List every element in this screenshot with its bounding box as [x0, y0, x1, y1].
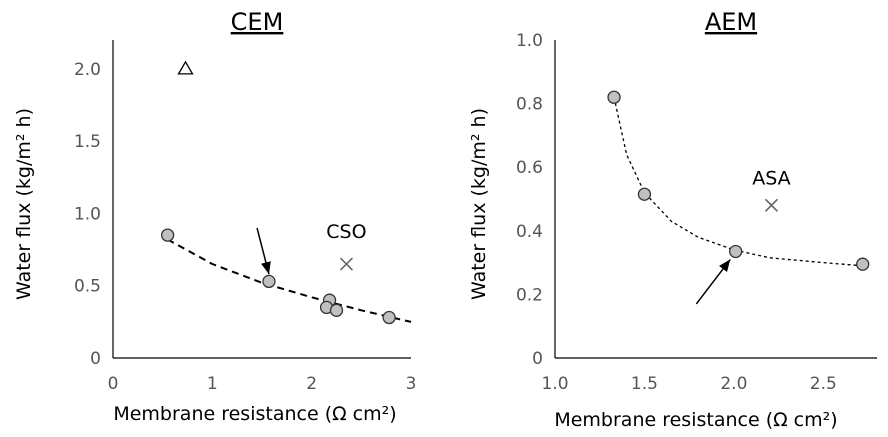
y-tick-label: 2.0 [74, 60, 101, 80]
y-tick-label: 0.2 [516, 285, 543, 305]
x-tick-label: 0 [108, 374, 119, 394]
data-point [382, 310, 396, 325]
x-tick-label: 1.0 [541, 374, 568, 394]
annotation-label: CSO [326, 221, 366, 243]
y-tick-label: 0 [90, 349, 101, 369]
x-tick-label: 3 [406, 374, 417, 394]
trend-line [613, 97, 863, 267]
x-axis-label: Membrane resistance (Ω cm²) [554, 409, 837, 431]
chart-title: CEM [231, 8, 284, 36]
y-tick-label: 0 [532, 349, 543, 369]
y-tick-label: 1.0 [516, 31, 543, 51]
chart-panel-aem: 0 0.2 0.4 0.6 0.8 1.0 1.0 1.5 2.0 2.5 AEM Membrane … [468, 8, 877, 431]
y-tick-label: 0.4 [516, 222, 543, 242]
y-tick-label: 0.6 [516, 158, 543, 178]
data-point-x [339, 257, 353, 271]
data-point [856, 257, 870, 271]
y-tick-label: 0.5 [74, 277, 101, 297]
x-tick-label: 2.5 [810, 374, 837, 394]
chart-panel-cem: 0 0.5 1.0 1.5 2.0 0 1 2 3 CEM Membrane resistance … [13, 8, 416, 425]
x-tick-label: 2.0 [720, 374, 747, 394]
chart-title: AEM [705, 8, 757, 36]
data-point [637, 187, 652, 201]
y-tick-label: 1.0 [74, 204, 101, 224]
x-tick-label: 2 [306, 374, 317, 394]
data-point [262, 274, 276, 289]
x-tick-label: 1.5 [631, 374, 658, 394]
data-point-triangle [177, 60, 194, 75]
annotation-label: ASA [752, 168, 790, 190]
x-mark-stroke [764, 198, 779, 212]
annotation-arrowhead [261, 261, 271, 275]
y-axis-label: Water flux (kg/m² h) [13, 108, 35, 300]
x-axis-label: Membrane resistance (Ω cm²) [113, 403, 396, 425]
data-point-x [764, 198, 779, 212]
y-tick-label: 1.5 [74, 132, 101, 152]
y-axis-label: Water flux (kg/m² h) [468, 108, 490, 300]
y-tick-label: 0.8 [516, 95, 543, 115]
trend-line [167, 238, 412, 323]
data-point [160, 228, 175, 242]
data-point [329, 303, 344, 317]
annotation-arrowhead [719, 259, 731, 272]
x-tick-label: 1 [207, 374, 218, 394]
data-point [729, 244, 743, 259]
x-mark-stroke [339, 257, 353, 271]
data-point [607, 90, 621, 104]
